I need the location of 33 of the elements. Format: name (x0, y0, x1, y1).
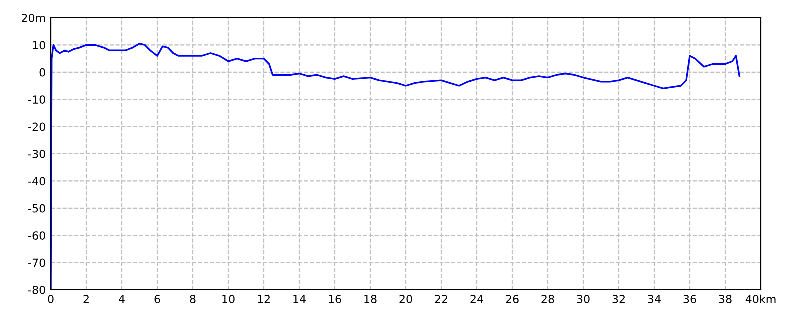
x-tick-label: 32 (612, 295, 625, 304)
y-tick-label: -10 (28, 96, 46, 104)
x-tick-label: 40km (746, 294, 776, 304)
line-series (51, 43, 741, 290)
y-tick-label: -60 (28, 232, 46, 240)
y-tick-label: -50 (28, 204, 46, 213)
y-tick-label: -30 (28, 150, 46, 158)
x-tick-label: 0 (48, 295, 54, 304)
y-tick-label: -70 (28, 258, 46, 268)
x-tick-label: 26 (506, 295, 519, 304)
x-tick-label: 16 (329, 295, 342, 304)
y-tick-label: 20m (22, 14, 46, 22)
x-tick-label: 30 (577, 295, 590, 304)
x-tick-label: 6 (154, 295, 160, 304)
x-tick-label: 28 (542, 295, 554, 304)
y-tick-label: 10 (33, 41, 46, 50)
x-tick-label: 4 (119, 295, 125, 304)
x-tick-label: 22 (435, 295, 448, 304)
y-tick-label: -20 (28, 122, 46, 132)
x-tick-label: 14 (294, 295, 306, 304)
x-tick-label: 10 (222, 295, 235, 304)
x-tick-label: 36 (684, 295, 696, 304)
y-tick-label: -40 (28, 177, 46, 186)
x-tick-label: 2 (84, 295, 89, 304)
x-tick-label: 20 (400, 295, 412, 304)
x-tick-label: 34 (648, 295, 661, 304)
x-tick-label: 12 (258, 295, 270, 304)
x-tick-label: 8 (190, 295, 196, 304)
y-tick-label: -80 (28, 286, 46, 294)
x-tick-label: 24 (470, 295, 484, 304)
x-tick-label: 18 (364, 295, 377, 304)
y-tick-label: 0 (40, 68, 46, 77)
x-tick-label: 38 (719, 295, 732, 304)
